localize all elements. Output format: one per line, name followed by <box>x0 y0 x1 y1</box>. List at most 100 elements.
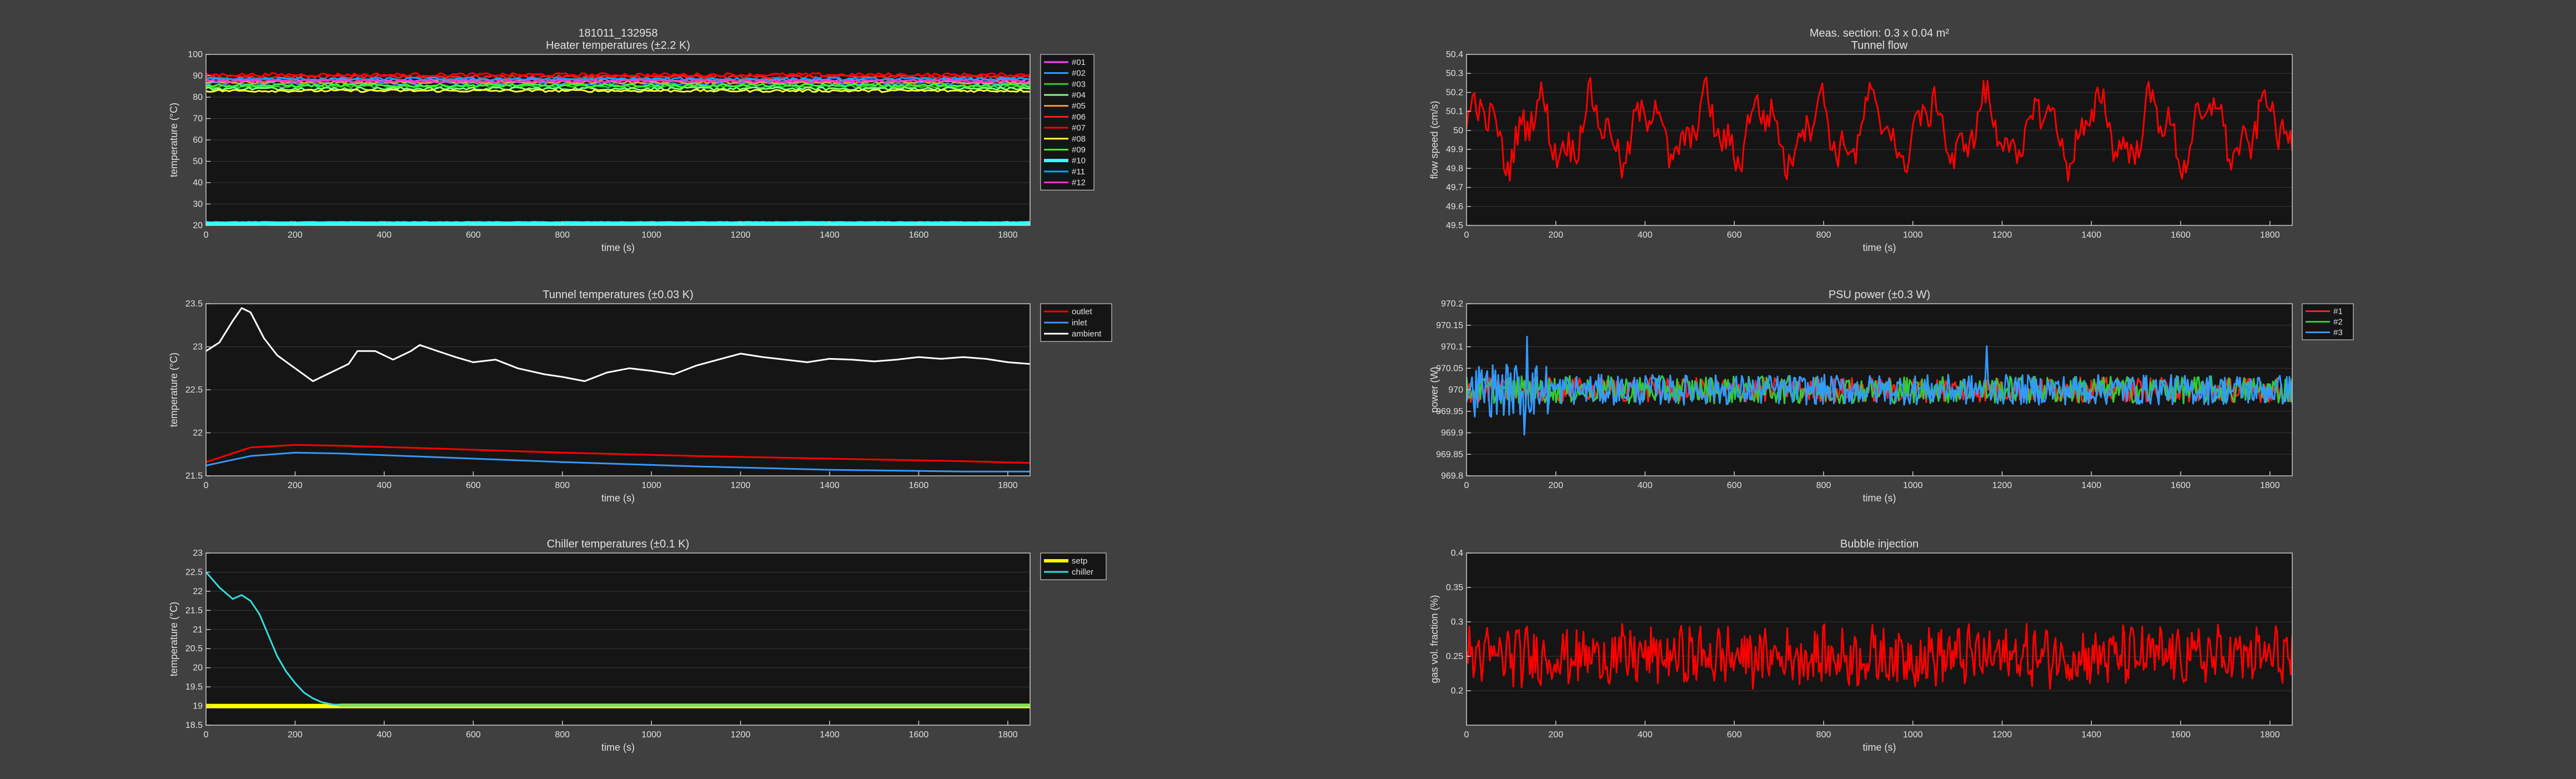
series-group <box>1467 76 2292 182</box>
y-axis-label: power (W) <box>1429 366 1440 413</box>
legend-label: #01 <box>1072 58 1086 67</box>
chart-bubble: 0 200 400 600 800 1000 1200 1400 1600 1800 0.2 0.25… <box>1429 538 2293 753</box>
x-tick-label: 200 <box>288 230 303 240</box>
legend-label: #09 <box>1072 145 1086 154</box>
x-tick-label: 600 <box>1727 730 1742 740</box>
x-tick-label: 600 <box>1727 481 1742 490</box>
x-tick-label: 1600 <box>909 230 929 240</box>
y-tick-label: 969.85 <box>1436 450 1463 459</box>
legend-label: chiller <box>1072 567 1093 577</box>
x-tick-label: 400 <box>377 730 392 740</box>
y-tick-label: 22.5 <box>185 385 203 395</box>
x-tick-label: 1000 <box>1903 230 1923 240</box>
series-line-ambient <box>206 307 1030 382</box>
y-tick-label: 970.05 <box>1436 364 1463 373</box>
legend-label: #12 <box>1072 178 1086 188</box>
y-tick-label: 49.7 <box>1446 183 1463 193</box>
series-line-08 <box>206 88 1030 93</box>
x-axis-label: time (s) <box>601 242 635 253</box>
series-line-tunnelflow <box>1467 76 2292 182</box>
series-line-chiller <box>206 571 1030 706</box>
x-tick-label: 1800 <box>2260 730 2280 740</box>
x-tick-label: 800 <box>555 730 570 740</box>
y-tick-label: 20 <box>193 221 203 230</box>
y-tick-label: 90 <box>193 72 203 81</box>
chart-title: Heater temperatures (±2.2 K) <box>546 39 690 52</box>
plot-area <box>1467 54 2292 225</box>
x-tick-label: 600 <box>466 730 481 740</box>
y-tick-label: 50 <box>193 157 203 167</box>
y-axis-label: temperature (°C) <box>168 103 179 177</box>
series-line-3 <box>1467 335 2292 436</box>
y-tick-label: 49.5 <box>1446 221 1463 230</box>
x-tick-label: 200 <box>288 730 303 740</box>
y-tick-label: 50.2 <box>1446 88 1463 97</box>
x-tick-label: 800 <box>1816 730 1831 740</box>
chart-tunneltemp: 0 200 400 600 800 1000 1200 1400 1600 1800 21.5 22 2… <box>168 289 1112 504</box>
y-tick-label: 23.5 <box>185 299 203 309</box>
x-tick-label: 1200 <box>731 230 751 240</box>
series-group <box>1467 623 2292 690</box>
series-line-12 <box>206 78 1030 84</box>
x-tick-label: 1200 <box>731 481 751 490</box>
x-tick-label: 1000 <box>1903 730 1923 740</box>
x-tick-label: 800 <box>555 230 570 240</box>
chart-title: Bubble injection <box>1840 538 1919 550</box>
chart-title: Chiller temperatures (±0.1 K) <box>547 538 690 550</box>
axes-frame <box>1466 552 2293 726</box>
series-group <box>206 72 1030 225</box>
y-tick-label: 969.95 <box>1436 407 1463 416</box>
x-tick-label: 1000 <box>641 481 661 490</box>
x-tick-label: 1400 <box>820 230 840 240</box>
y-tick-label: 0.2 <box>1451 686 1463 696</box>
legend-label: inlet <box>1072 318 1087 328</box>
chart-suptitle: 181011_132958 <box>578 27 657 39</box>
x-tick-label: 1200 <box>1992 730 2012 740</box>
x-tick-label: 1200 <box>1992 481 2012 490</box>
chart-title: Tunnel temperatures (±0.03 K) <box>543 289 693 301</box>
x-tick-label: 200 <box>1548 230 1563 240</box>
y-axis-label: gas vol. fraction (%) <box>1429 595 1440 683</box>
y-tick-label: 19 <box>193 702 203 711</box>
x-tick-label: 0 <box>204 230 209 240</box>
y-tick-label: 22 <box>193 587 203 596</box>
plot-area <box>1467 553 2292 725</box>
x-tick-label: 800 <box>555 481 570 490</box>
series-line-11 <box>206 77 1030 82</box>
x-axis-label: time (s) <box>601 492 635 504</box>
x-tick-label: 1000 <box>641 730 661 740</box>
y-tick-label: 60 <box>193 135 203 145</box>
series-line-2 <box>1467 375 2292 405</box>
x-tick-label: 0 <box>1464 230 1469 240</box>
legend-label: #1 <box>2333 307 2343 316</box>
y-tick-label: 23 <box>193 549 203 558</box>
x-tick-label: 1400 <box>2082 481 2102 490</box>
series-group <box>206 571 1030 708</box>
x-tick-label: 200 <box>288 481 303 490</box>
x-tick-label: 1400 <box>2082 230 2102 240</box>
y-tick-label: 970.2 <box>1441 299 1463 309</box>
chart-heater: 0 200 400 600 800 1000 1200 1400 1600 1800 20 30 40 5… <box>168 27 1094 253</box>
legend-label: #10 <box>1072 156 1086 165</box>
series-line-10 <box>206 221 1030 225</box>
x-tick-label: 1800 <box>2260 230 2280 240</box>
x-tick-label: 800 <box>1816 481 1831 490</box>
y-tick-label: 19.5 <box>185 682 203 692</box>
x-axis-label: time (s) <box>1863 242 1896 253</box>
y-tick-label: 20.5 <box>185 644 203 654</box>
y-axis-label: temperature (°C) <box>168 353 179 427</box>
y-tick-label: 970.15 <box>1436 321 1463 330</box>
legend: #1 #2#3 <box>2302 303 2354 340</box>
series-line-09 <box>206 83 1030 88</box>
y-tick-label: 21.5 <box>185 471 203 481</box>
y-tick-label: 40 <box>193 178 203 188</box>
legend-label: #07 <box>1072 123 1086 133</box>
x-tick-label: 1600 <box>909 730 929 740</box>
y-tick-label: 49.9 <box>1446 145 1463 154</box>
x-tick-label: 0 <box>1464 481 1469 490</box>
series-line-04 <box>206 86 1030 91</box>
legend-box <box>1040 54 1094 190</box>
y-axis-label: flow speed (cm/s) <box>1429 100 1440 179</box>
